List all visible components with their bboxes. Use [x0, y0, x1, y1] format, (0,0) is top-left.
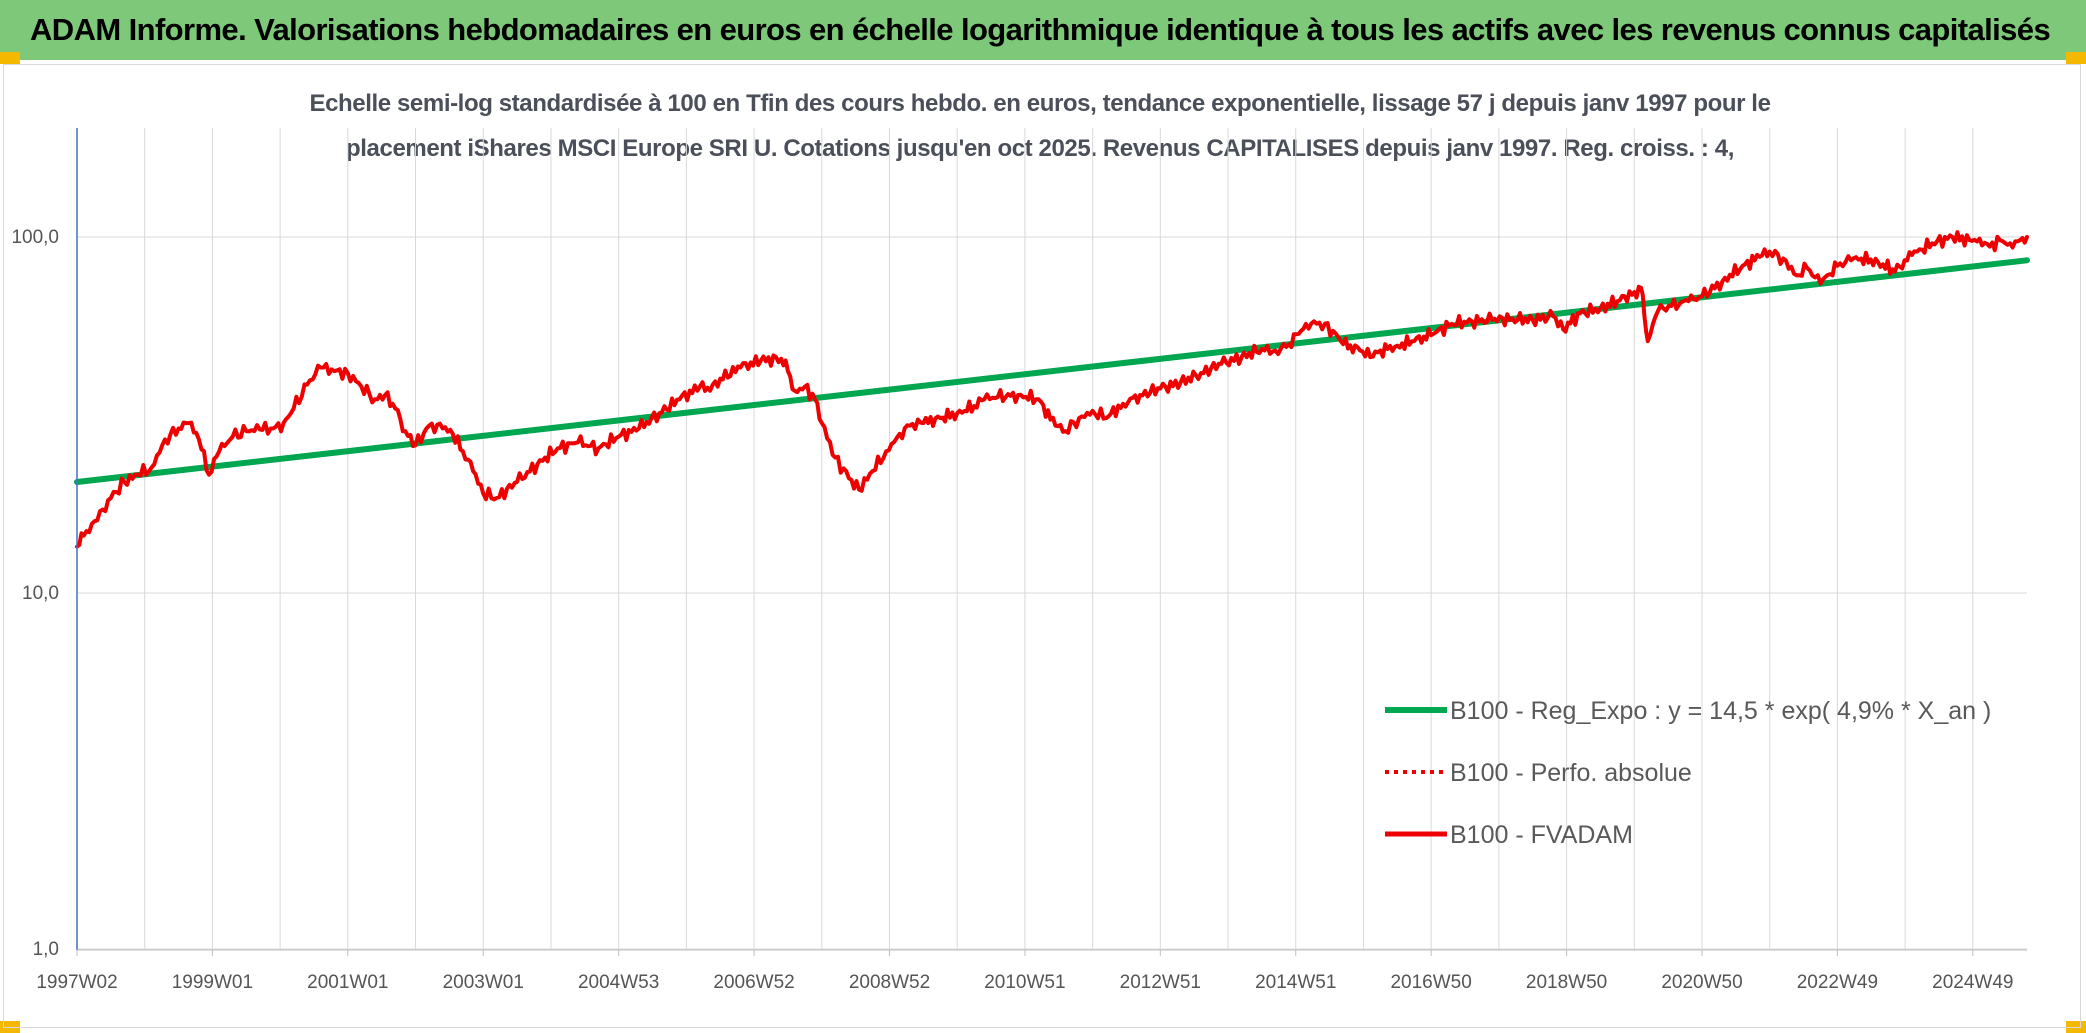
- x-tick-label: 2018W50: [1526, 972, 1607, 993]
- x-tick-label: 2020W50: [1661, 972, 1742, 993]
- trend-line-series: [74, 257, 2030, 485]
- x-tick-label: 2022W49: [1797, 972, 1878, 993]
- x-tick-label: 2014W51: [1255, 972, 1336, 993]
- x-tick-label: 2016W50: [1390, 972, 1471, 993]
- series-layer: [74, 230, 2030, 549]
- gridlines: [76, 128, 2027, 950]
- x-tick-label: 2010W51: [984, 972, 1065, 993]
- report-title: ADAM Informe. Valorisations hebdomadaire…: [30, 12, 2051, 47]
- corner-marker-top-right: [2066, 52, 2086, 64]
- x-tick-label: 2003W01: [443, 972, 524, 993]
- title-banner: ADAM Informe. Valorisations hebdomadaire…: [0, 0, 2086, 60]
- x-tick-label: 2024W49: [1932, 972, 2013, 993]
- y-tick-label: 1,0: [33, 939, 59, 960]
- y-tick-label: 10,0: [22, 583, 59, 604]
- chart-title-line-1: Echelle semi-log standardisée à 100 en T…: [309, 90, 1771, 117]
- x-tick-label: 1999W01: [172, 972, 253, 993]
- x-tick-label: 1997W02: [36, 972, 117, 993]
- chart-frame: [3, 64, 2081, 1028]
- legend-label: B100 - Perfo. absolue: [1450, 759, 1692, 787]
- axes: 100,0 10,0 1,0 1997W02 1999W01 2001W01 2003W01…: [11, 128, 2027, 993]
- price-line-series: [75, 230, 2029, 549]
- x-tick-label: 2008W52: [849, 972, 930, 993]
- legend-label: B100 - FVADAM: [1450, 821, 1633, 849]
- legend: B100 - Reg_Expo : y = 14,5 * exp( 4,9% *…: [1385, 697, 1991, 849]
- x-tick-label: 2004W53: [578, 972, 659, 993]
- x-tick-label: 2001W01: [307, 972, 388, 993]
- x-tick-label: 2012W51: [1120, 972, 1201, 993]
- legend-label: B100 - Reg_Expo : y = 14,5 * exp( 4,9% *…: [1450, 697, 1991, 725]
- x-tick-label: 2006W52: [713, 972, 794, 993]
- chart-title-line-2: placement iShares MSCI Europe SRI U. Cot…: [346, 135, 1734, 162]
- corner-marker-top-left: [0, 52, 20, 64]
- y-tick-label: 100,0: [11, 227, 59, 248]
